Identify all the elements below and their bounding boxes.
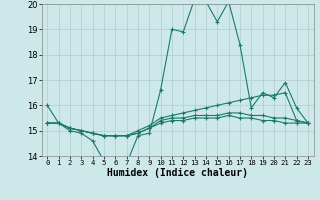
X-axis label: Humidex (Indice chaleur): Humidex (Indice chaleur) (107, 168, 248, 178)
